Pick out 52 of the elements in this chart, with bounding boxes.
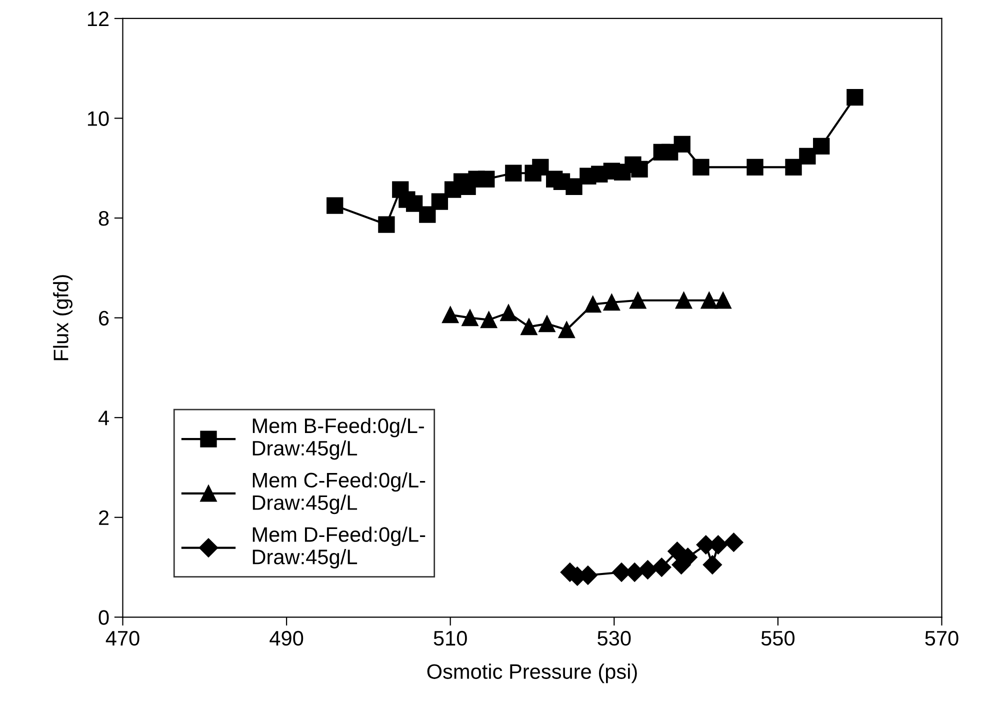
y-axis-title: Flux (gfd) (53, 275, 72, 360)
x-tick-label: 470 (106, 630, 140, 646)
point (813, 138, 830, 155)
point (378, 216, 395, 233)
point (638, 560, 658, 580)
point (584, 296, 602, 313)
point (631, 160, 648, 178)
point (785, 158, 802, 176)
point (603, 294, 620, 311)
legend-label: Mem D-Feed:0g/L- Draw:45g/L (252, 526, 426, 568)
y-tick-label: 8 (98, 211, 109, 226)
x-axis-title: Osmotic Pressure (psi) (427, 664, 637, 684)
point (700, 292, 718, 309)
point (846, 88, 864, 106)
x-tick-label: 570 (925, 630, 958, 646)
point (406, 195, 423, 212)
y-tick-label: 10 (88, 111, 109, 126)
x-tick-label: 510 (434, 630, 467, 646)
point (558, 321, 575, 338)
point (442, 306, 459, 324)
point (702, 555, 722, 574)
point (505, 164, 522, 182)
x-tick-label: 550 (761, 630, 795, 646)
point (724, 532, 744, 552)
x-tick-label: 490 (270, 630, 304, 646)
point (692, 158, 710, 176)
legend-label: Mem C-Feed:0g/L- Draw:45g/L (252, 472, 426, 514)
point (674, 136, 690, 153)
point (675, 292, 692, 309)
y-tick-label: 12 (88, 11, 109, 26)
point (478, 170, 495, 188)
y-tick-label: 0 (98, 610, 109, 625)
point (799, 148, 816, 165)
point (326, 197, 344, 214)
point (431, 193, 448, 210)
point (538, 315, 556, 332)
point (714, 292, 732, 309)
point (566, 178, 582, 195)
y-tick-label: 2 (99, 510, 109, 525)
point (746, 158, 764, 176)
point (630, 292, 646, 309)
point (520, 318, 538, 336)
y-tick-label: 6 (99, 310, 109, 326)
y-tick-label: 4 (98, 410, 109, 426)
point (532, 158, 549, 176)
point (419, 206, 436, 223)
point (480, 311, 498, 328)
point (652, 558, 672, 577)
x-tick-label: 530 (598, 630, 631, 646)
legend-label: Mem B-Feed:0g/L- Draw:45g/L (252, 418, 424, 460)
point (462, 309, 478, 326)
point (500, 304, 517, 322)
